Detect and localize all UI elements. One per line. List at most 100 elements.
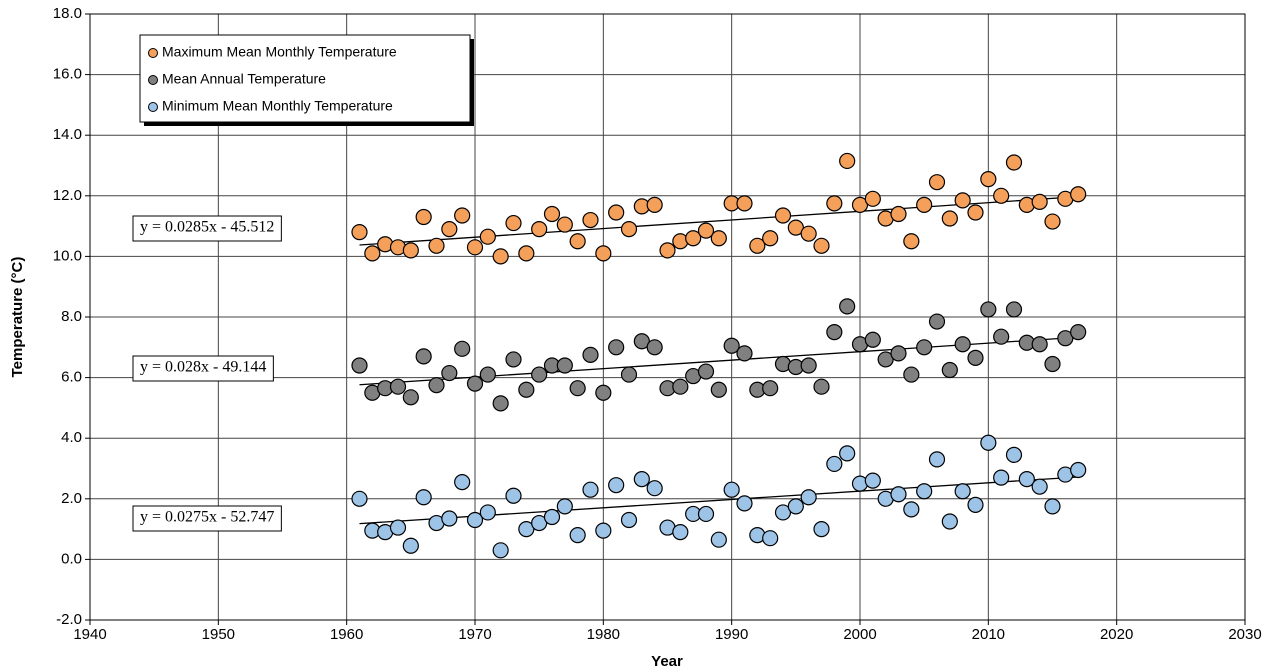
- data-point: [1031, 193, 1048, 210]
- data-point: [492, 542, 509, 559]
- data-point: [749, 237, 766, 254]
- data-point: [454, 207, 471, 224]
- data-point: [993, 328, 1010, 345]
- data-point: [441, 221, 458, 238]
- y-axis-label: Temperature (°C): [9, 257, 26, 378]
- data-point: [723, 481, 740, 498]
- data-point: [466, 239, 484, 256]
- data-point: [569, 380, 586, 397]
- data-point: [1018, 471, 1035, 488]
- data-point: [723, 337, 740, 354]
- data-point: [954, 483, 971, 500]
- data-point: [543, 508, 561, 526]
- legend-label: Maximum Mean Monthly Temperature: [162, 44, 397, 60]
- data-point: [916, 483, 933, 500]
- data-point: [441, 510, 458, 527]
- x-tick-label: 1950: [202, 626, 235, 643]
- y-tick-label: 4.0: [61, 429, 82, 446]
- data-point: [916, 339, 933, 356]
- data-point: [710, 230, 727, 247]
- x-tick-label: 1990: [715, 626, 748, 643]
- data-point: [415, 489, 432, 506]
- data-point: [415, 208, 432, 226]
- data-point: [1031, 336, 1048, 353]
- data-point: [903, 366, 920, 383]
- data-point: [466, 511, 484, 529]
- data-point: [736, 195, 753, 212]
- data-point: [595, 384, 612, 401]
- data-point: [736, 345, 753, 362]
- x-tick-label: 2000: [843, 626, 876, 643]
- data-point: [928, 313, 946, 330]
- y-tick-label: 18.0: [53, 5, 82, 22]
- data-point: [736, 495, 753, 512]
- data-point: [454, 474, 471, 491]
- x-tick-label: 2010: [972, 626, 1005, 643]
- trendline-equation: y = 0.028x - 49.144: [140, 359, 266, 376]
- equation-box: [132, 355, 274, 382]
- data-point: [556, 357, 573, 374]
- data-point: [800, 225, 817, 242]
- y-tick-label: 2.0: [61, 490, 82, 507]
- data-point: [351, 224, 368, 241]
- data-point: [531, 366, 548, 383]
- data-point: [928, 174, 946, 191]
- data-point: [402, 389, 419, 406]
- data-point: [967, 204, 984, 221]
- data-point: [389, 519, 407, 536]
- data-point: [620, 366, 638, 383]
- data-point: [492, 395, 509, 412]
- data-point: [954, 192, 971, 209]
- y-tick-label: 0.0: [61, 550, 82, 567]
- data-point: [941, 361, 958, 379]
- data-point: [993, 469, 1010, 486]
- data-point: [505, 214, 522, 232]
- legend-marker: [148, 102, 158, 112]
- data-point: [1005, 446, 1023, 463]
- data-point: [582, 211, 599, 229]
- data-point: [916, 196, 933, 213]
- data-point: [864, 190, 881, 207]
- data-point: [646, 339, 663, 356]
- data-point: [697, 363, 715, 380]
- data-point: [556, 498, 573, 515]
- data-point: [967, 496, 984, 513]
- data-point: [569, 233, 586, 250]
- trendline-equation: y = 0.0275x - 52.747: [140, 509, 274, 526]
- data-point: [569, 527, 586, 544]
- data-point: [1005, 154, 1023, 171]
- x-tick-label: 1960: [330, 626, 363, 643]
- trendline-equation: y = 0.0285x - 45.512: [140, 219, 274, 236]
- data-point: [967, 349, 984, 367]
- data-point: [980, 301, 997, 318]
- data-point: [556, 216, 573, 233]
- data-point: [595, 522, 612, 539]
- data-point: [608, 204, 625, 221]
- data-point: [890, 486, 907, 503]
- data-point: [351, 357, 368, 374]
- data-point: [620, 511, 638, 529]
- data-point: [839, 298, 856, 315]
- data-point: [993, 187, 1010, 204]
- data-point: [890, 205, 907, 223]
- data-point: [1044, 355, 1061, 373]
- data-point: [787, 498, 804, 515]
- data-point: [941, 210, 958, 227]
- data-point: [980, 434, 997, 451]
- x-tick-label: 2030: [1228, 626, 1261, 643]
- data-point: [505, 487, 522, 504]
- data-point: [633, 471, 650, 488]
- data-point: [1070, 461, 1087, 479]
- data-point: [543, 205, 561, 223]
- data-point: [864, 331, 881, 348]
- data-point: [710, 381, 727, 398]
- data-point: [466, 375, 484, 392]
- data-point: [1070, 186, 1087, 203]
- data-point: [826, 195, 843, 212]
- x-tick-label: 1940: [73, 626, 106, 643]
- data-point: [672, 524, 689, 541]
- data-point: [389, 378, 407, 395]
- data-point: [479, 504, 496, 521]
- data-point: [518, 381, 535, 398]
